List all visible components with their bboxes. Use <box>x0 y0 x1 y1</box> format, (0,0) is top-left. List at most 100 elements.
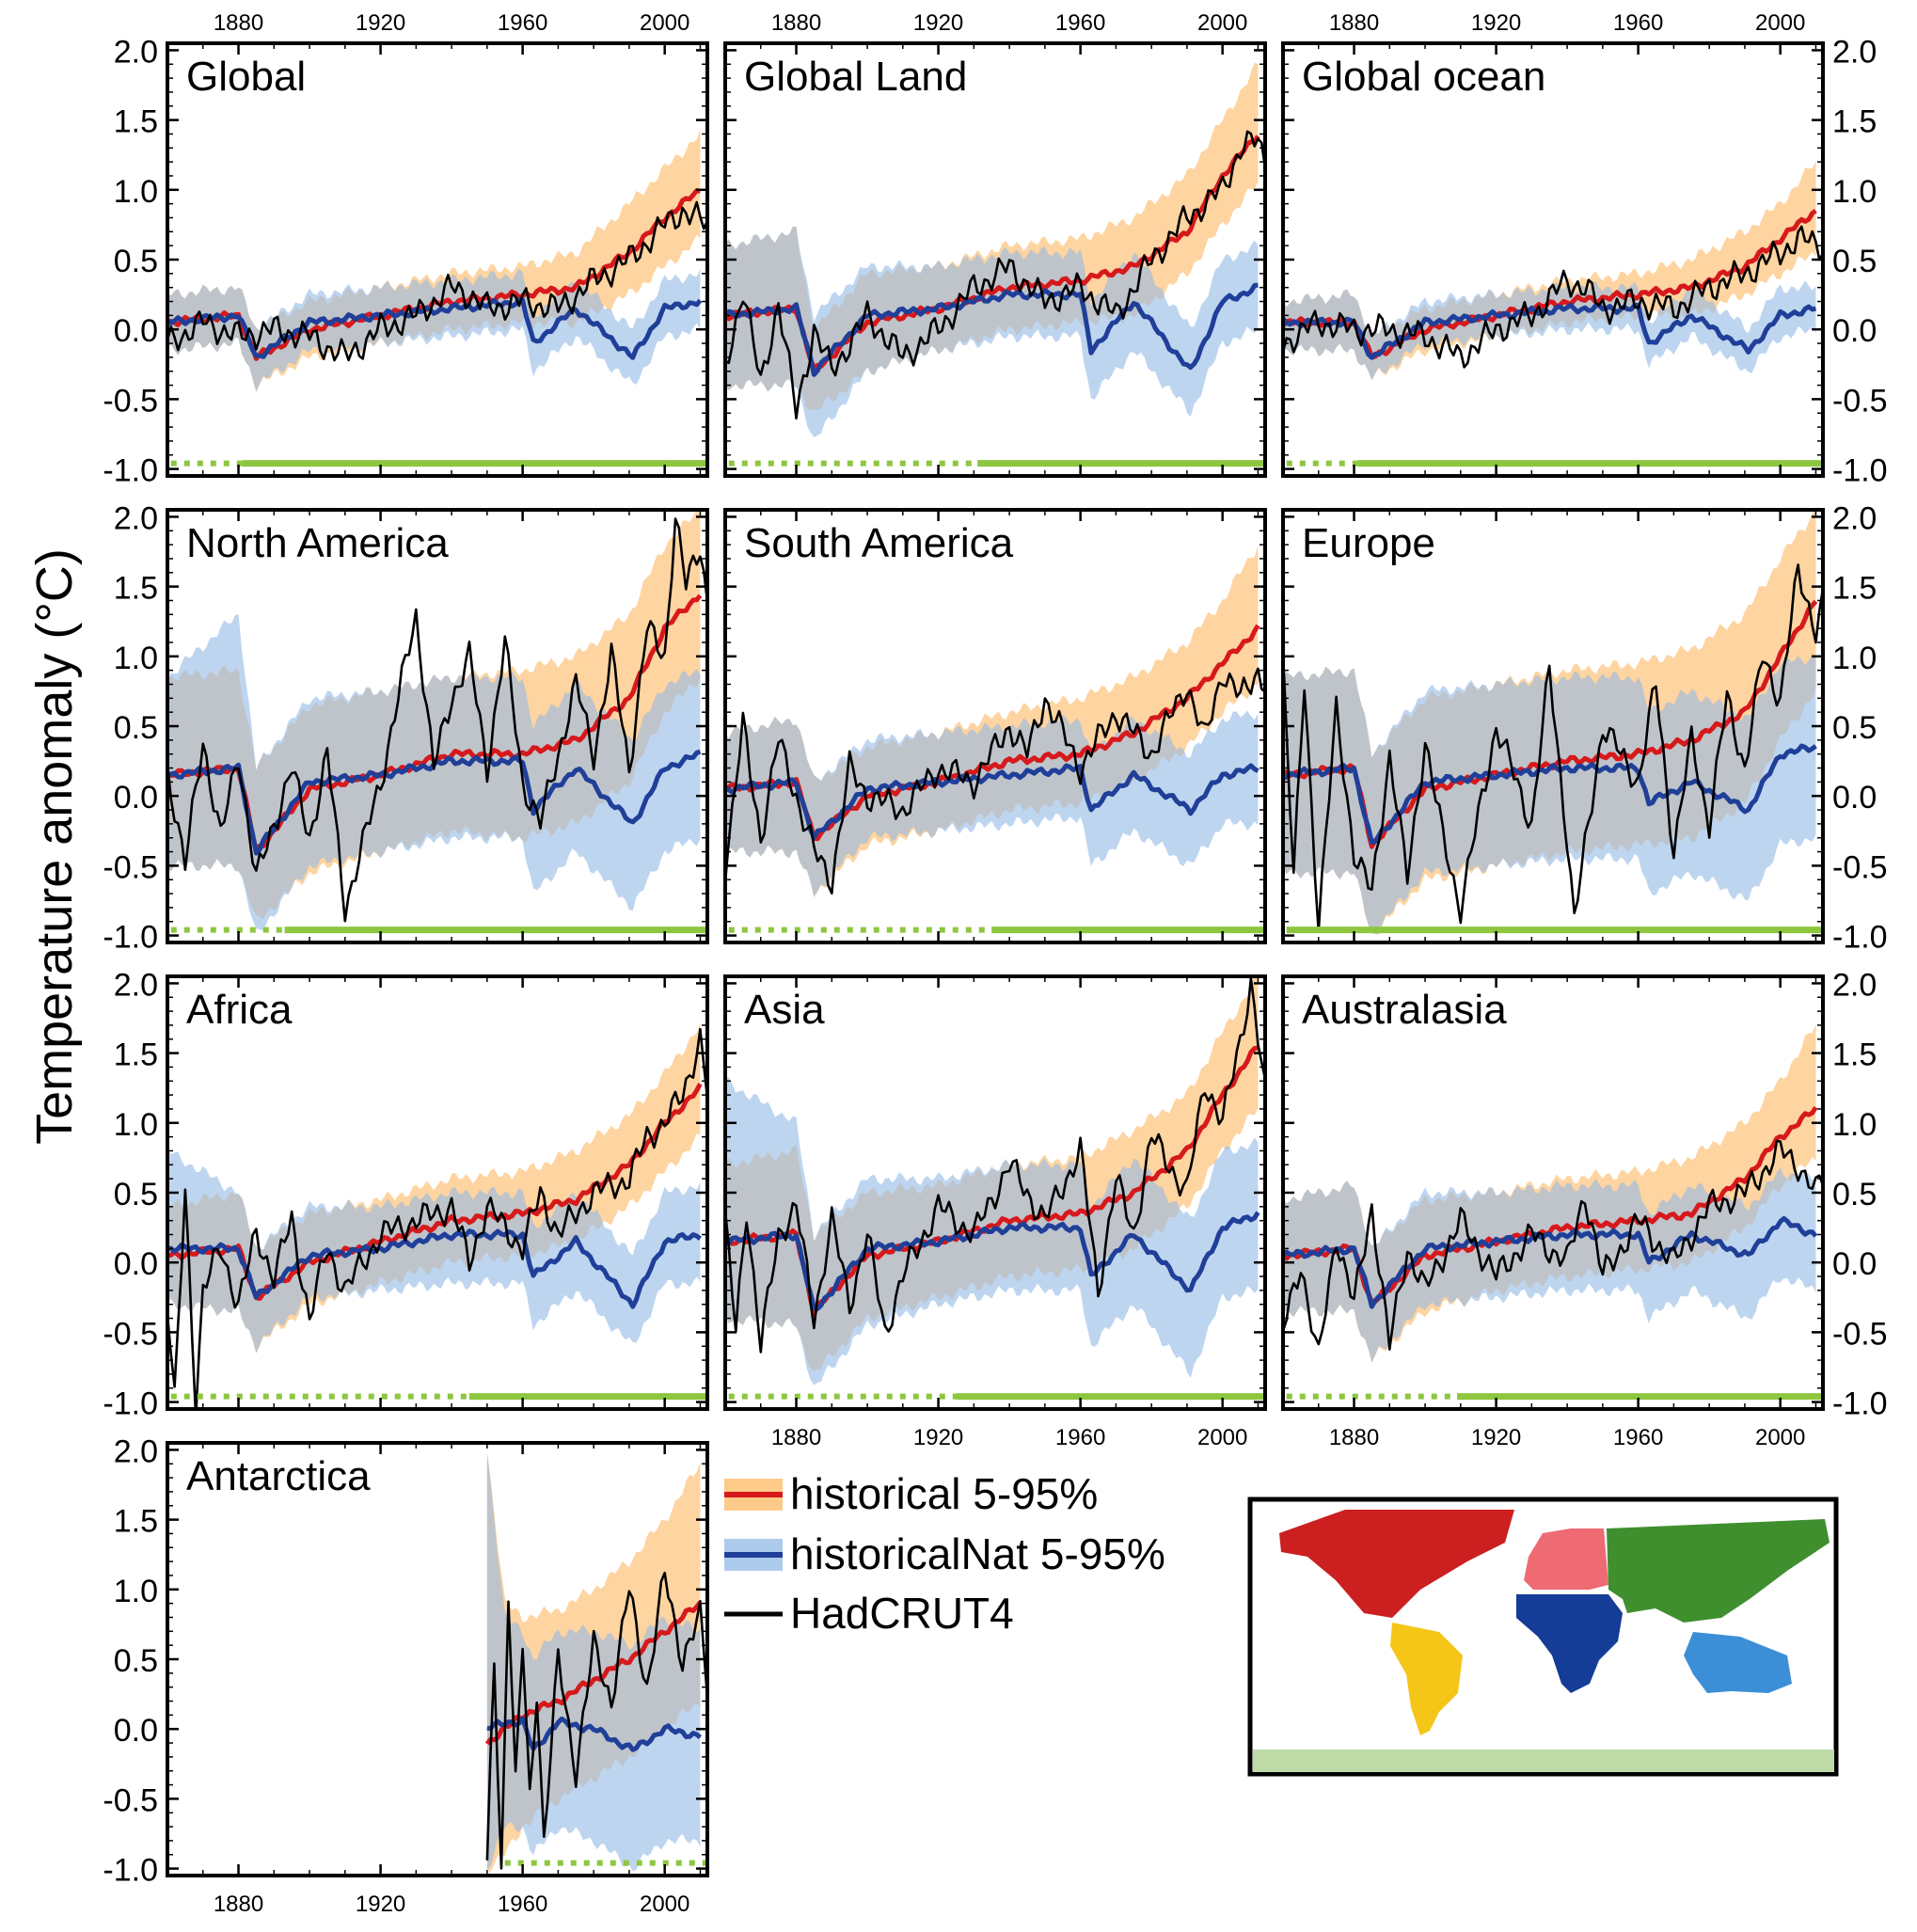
plot-area <box>167 510 707 934</box>
x-tick-label-top: 1920 <box>1471 10 1521 36</box>
plot-area <box>725 546 1265 934</box>
y-tick-label: 0.5 <box>1832 244 1877 279</box>
series-historicalnat <box>167 1228 702 1309</box>
x-tick-label-top: 2000 <box>1197 10 1247 36</box>
map-region-asia <box>1607 1519 1830 1623</box>
series-hadcrut4 <box>725 130 1265 420</box>
series-hadcrut4 <box>1283 563 1823 934</box>
y-tick-label: 1.0 <box>114 174 158 210</box>
map-region-australasia <box>1684 1632 1792 1693</box>
y-tick-label: 1.0 <box>1832 1107 1877 1143</box>
y-tick-label: 2.0 <box>114 500 158 536</box>
y-tick-label: 1.5 <box>1832 571 1877 607</box>
x-tick-label-bottom: 1960 <box>1055 1425 1105 1450</box>
series-hadcrut4 <box>1283 225 1823 369</box>
y-tick-label: -1.0 <box>103 1853 158 1889</box>
y-tick-label: 0.5 <box>114 1177 158 1212</box>
panel-australasia: -1.0 -0.5 0.0 0.5 1.0 1.5 2.0 1880 1920 1960 2000 A… <box>1281 967 1888 1450</box>
plot-area <box>167 1021 707 1409</box>
y-tick-label: -0.5 <box>1832 383 1888 419</box>
map-region-europe <box>1524 1528 1608 1590</box>
y-tick-label: -1.0 <box>103 453 158 489</box>
plot-area <box>725 976 1265 1401</box>
panel-asia: 1880 1920 1960 2000 Asia <box>723 974 1267 1450</box>
panel-title: Europe <box>1302 520 1435 566</box>
panel-global-land: 1880 1920 1960 2000 Global Land <box>723 10 1267 478</box>
x-tick-label-top: 1880 <box>214 10 263 36</box>
panel-title: Antarctica <box>186 1453 371 1499</box>
x-tick-label-bottom: 2000 <box>1197 1425 1247 1450</box>
y-tick-label: 1.5 <box>114 1504 158 1540</box>
panels: -1.0 -0.5 0.0 0.5 1.0 1.5 2.0 1880 1920 1960 2000 G… <box>103 10 1887 1917</box>
band-historicalNat <box>486 1452 701 1872</box>
y-tick-label: 1.0 <box>114 1574 158 1609</box>
map-region-antarctica <box>1253 1750 1834 1772</box>
series-hadcrut4 <box>1283 1139 1823 1351</box>
series-historicalnat <box>1283 302 1817 360</box>
x-tick-label-bottom: 2000 <box>1755 1425 1805 1450</box>
plot-area <box>484 1452 707 1873</box>
panel-antarctica: -1.0 -0.5 0.0 0.5 1.0 1.5 2.0 1880 1920 1960 2000 A… <box>103 1433 709 1917</box>
x-tick-label-bottom: 1880 <box>1329 1425 1379 1450</box>
y-tick-label: 1.0 <box>1832 641 1877 676</box>
x-tick-label-top: 1880 <box>771 10 821 36</box>
y-axis-label: Temperature anomaly (°C) <box>26 548 83 1145</box>
panel-title: Asia <box>744 987 825 1033</box>
panel-title: Global <box>186 54 306 100</box>
plot-area <box>725 63 1265 467</box>
y-tick-label: 2.0 <box>114 967 158 1003</box>
series-hadcrut4 <box>167 200 707 362</box>
y-tick-label: 1.5 <box>1832 104 1877 140</box>
y-tick-label: -0.5 <box>103 1782 158 1818</box>
panel-title: South America <box>744 520 1014 566</box>
y-tick-label: 1.5 <box>114 1037 158 1073</box>
plot-area <box>1283 511 1823 935</box>
y-tick-label: -1.0 <box>1832 920 1888 956</box>
legend-historical-nat: historicalNat 5-95% <box>724 1529 1165 1578</box>
y-tick-label: -1.0 <box>1832 453 1888 489</box>
y-tick-label: 0.0 <box>114 780 158 816</box>
y-tick-label: 0.0 <box>1832 313 1877 349</box>
y-tick-label: 0.5 <box>114 1643 158 1679</box>
y-tick-label: 0.0 <box>114 313 158 349</box>
legend-historical-nat-label: historicalNat 5-95% <box>790 1529 1165 1578</box>
series-historicalnat <box>725 1211 1260 1311</box>
x-tick-label-top: 1880 <box>1329 10 1379 36</box>
series-historicalnat <box>1283 1215 1818 1309</box>
y-tick-label: 0.0 <box>114 1713 158 1749</box>
panel-global: -1.0 -0.5 0.0 0.5 1.0 1.5 2.0 1880 1920 1960 2000 G… <box>103 10 709 489</box>
x-tick-label-bottom: 1880 <box>771 1425 821 1450</box>
y-tick-label: 1.0 <box>114 641 158 676</box>
y-tick-label: 2.0 <box>114 1433 158 1469</box>
band-historicalNat <box>1283 280 1816 381</box>
y-tick-label: 2.0 <box>1832 34 1877 70</box>
x-tick-label-bottom: 1920 <box>1471 1425 1521 1450</box>
y-tick-label: 0.0 <box>114 1246 158 1282</box>
panel-global-ocean: -1.0 -0.5 0.0 0.5 1.0 1.5 2.0 1880 1920 1960 2000 G… <box>1281 10 1888 489</box>
y-tick-label: -1.0 <box>103 1386 158 1422</box>
panel-africa: -1.0 -0.5 0.0 0.5 1.0 1.5 2.0 Africa <box>103 967 709 1422</box>
y-tick-label: 1.5 <box>114 571 158 607</box>
y-tick-label: -0.5 <box>103 383 158 419</box>
region-map <box>1247 1497 1839 1777</box>
x-tick-label-bottom: 1960 <box>1613 1425 1663 1450</box>
plot-area <box>167 129 707 467</box>
series-hadcrut4 <box>725 667 1265 895</box>
panel-title: Australasia <box>1302 987 1507 1033</box>
series-historical <box>725 1045 1259 1317</box>
series-hadcrut4 <box>485 1571 707 1870</box>
x-tick-label-top: 1960 <box>498 10 547 36</box>
x-tick-label-top: 2000 <box>640 10 689 36</box>
series-hadcrut4 <box>167 1027 707 1409</box>
plot-area <box>1283 160 1823 467</box>
legend-historical-label: historical 5-95% <box>790 1469 1098 1518</box>
y-tick-label: 2.0 <box>1832 967 1877 1003</box>
series-historicalnat <box>725 763 1260 840</box>
series-historicalnat <box>1283 743 1817 846</box>
y-tick-label: 2.0 <box>1832 500 1877 536</box>
x-tick-label-bottom: 1880 <box>214 1892 263 1917</box>
x-tick-label-top: 2000 <box>1755 10 1805 36</box>
band-historicalNat <box>167 1148 701 1354</box>
x-tick-label-top: 1960 <box>1055 10 1105 36</box>
